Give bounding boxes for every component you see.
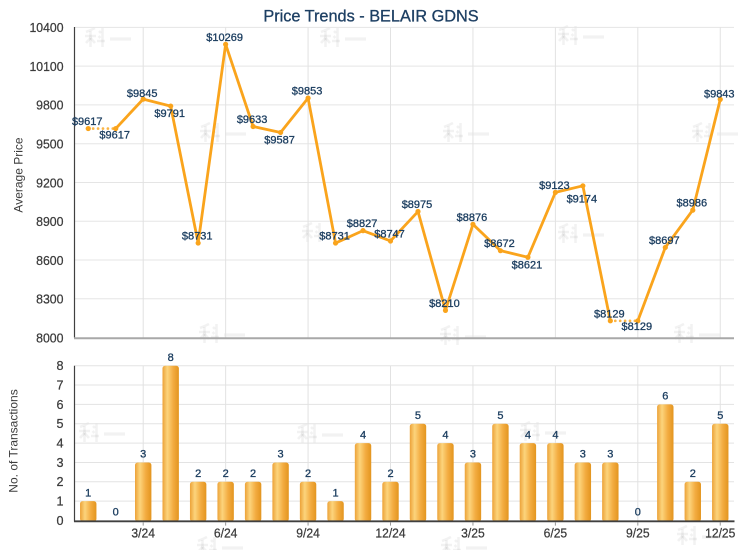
svg-text:No. of Transactions: No. of Transactions	[7, 389, 21, 492]
svg-text:9/24: 9/24	[296, 525, 320, 540]
svg-text:7: 7	[56, 378, 63, 392]
svg-text:2: 2	[56, 475, 63, 489]
svg-text:8300: 8300	[36, 292, 63, 307]
svg-text:9500: 9500	[36, 137, 63, 152]
svg-text:2: 2	[305, 468, 311, 480]
svg-text:$9845: $9845	[127, 88, 158, 100]
svg-text:2: 2	[195, 468, 201, 480]
svg-text:2: 2	[223, 468, 229, 480]
svg-text:3: 3	[607, 449, 613, 461]
svg-text:2: 2	[250, 468, 256, 480]
svg-text:0: 0	[113, 507, 119, 519]
svg-text:$9174: $9174	[567, 193, 598, 205]
svg-text:3: 3	[140, 449, 146, 461]
svg-text:1: 1	[85, 487, 91, 499]
svg-text:6/25: 6/25	[544, 525, 568, 540]
svg-text:9800: 9800	[36, 98, 63, 113]
svg-text:10400: 10400	[30, 20, 64, 35]
svg-text:3: 3	[580, 449, 586, 461]
svg-text:$8747: $8747	[374, 228, 405, 240]
svg-text:$8672: $8672	[484, 238, 515, 250]
svg-text:0: 0	[56, 514, 63, 528]
svg-text:3: 3	[278, 449, 284, 461]
svg-text:5: 5	[56, 417, 63, 431]
svg-text:8: 8	[56, 359, 63, 373]
svg-text:3: 3	[470, 449, 476, 461]
svg-text:6: 6	[662, 391, 668, 403]
svg-text:6: 6	[56, 398, 63, 412]
svg-text:$8621: $8621	[512, 259, 543, 271]
svg-text:3/24: 3/24	[131, 525, 155, 540]
svg-text:8: 8	[168, 352, 174, 364]
svg-text:$8129: $8129	[594, 308, 625, 320]
svg-text:$8827: $8827	[347, 218, 378, 230]
svg-text:2: 2	[690, 468, 696, 480]
svg-text:3: 3	[56, 456, 63, 470]
svg-text:8000: 8000	[36, 330, 63, 345]
svg-text:1: 1	[332, 487, 338, 499]
svg-text:4: 4	[56, 437, 63, 451]
svg-text:4: 4	[360, 429, 366, 441]
svg-text:10100: 10100	[30, 59, 64, 74]
svg-text:$9587: $9587	[264, 134, 295, 146]
svg-text:2: 2	[387, 468, 393, 480]
svg-text:$8129: $8129	[622, 321, 653, 333]
svg-text:$8731: $8731	[319, 231, 350, 243]
svg-text:8900: 8900	[36, 214, 63, 229]
svg-text:5: 5	[717, 410, 723, 422]
svg-text:Price Trends - BELAIR GDNS: Price Trends - BELAIR GDNS	[263, 8, 478, 26]
svg-text:8600: 8600	[36, 253, 63, 268]
svg-text:12/24: 12/24	[375, 525, 405, 540]
svg-text:Average Price: Average Price	[12, 137, 26, 212]
svg-text:$9123: $9123	[539, 180, 570, 192]
svg-text:6/24: 6/24	[214, 525, 238, 540]
svg-text:12/25: 12/25	[705, 525, 735, 540]
svg-text:4: 4	[442, 429, 448, 441]
svg-text:$8731: $8731	[182, 231, 213, 243]
svg-text:$8986: $8986	[676, 198, 707, 210]
svg-text:4: 4	[552, 429, 558, 441]
svg-text:5: 5	[415, 410, 421, 422]
svg-text:9200: 9200	[36, 175, 63, 190]
svg-text:$8697: $8697	[649, 235, 680, 247]
svg-text:$9617: $9617	[72, 116, 103, 128]
svg-text:9/25: 9/25	[626, 525, 650, 540]
svg-text:$9843: $9843	[704, 88, 735, 100]
svg-text:1: 1	[56, 495, 63, 509]
svg-text:5: 5	[497, 410, 503, 422]
svg-text:3/25: 3/25	[461, 525, 485, 540]
svg-text:4: 4	[525, 429, 531, 441]
svg-text:$8210: $8210	[429, 298, 460, 310]
svg-text:$8876: $8876	[457, 212, 488, 224]
svg-text:$9853: $9853	[292, 86, 323, 98]
svg-text:$9791: $9791	[154, 108, 185, 120]
svg-text:$9617: $9617	[99, 129, 130, 141]
svg-text:$8975: $8975	[402, 199, 433, 211]
svg-text:$9633: $9633	[237, 114, 268, 126]
svg-text:$10269: $10269	[206, 32, 243, 44]
svg-text:0: 0	[635, 507, 641, 519]
